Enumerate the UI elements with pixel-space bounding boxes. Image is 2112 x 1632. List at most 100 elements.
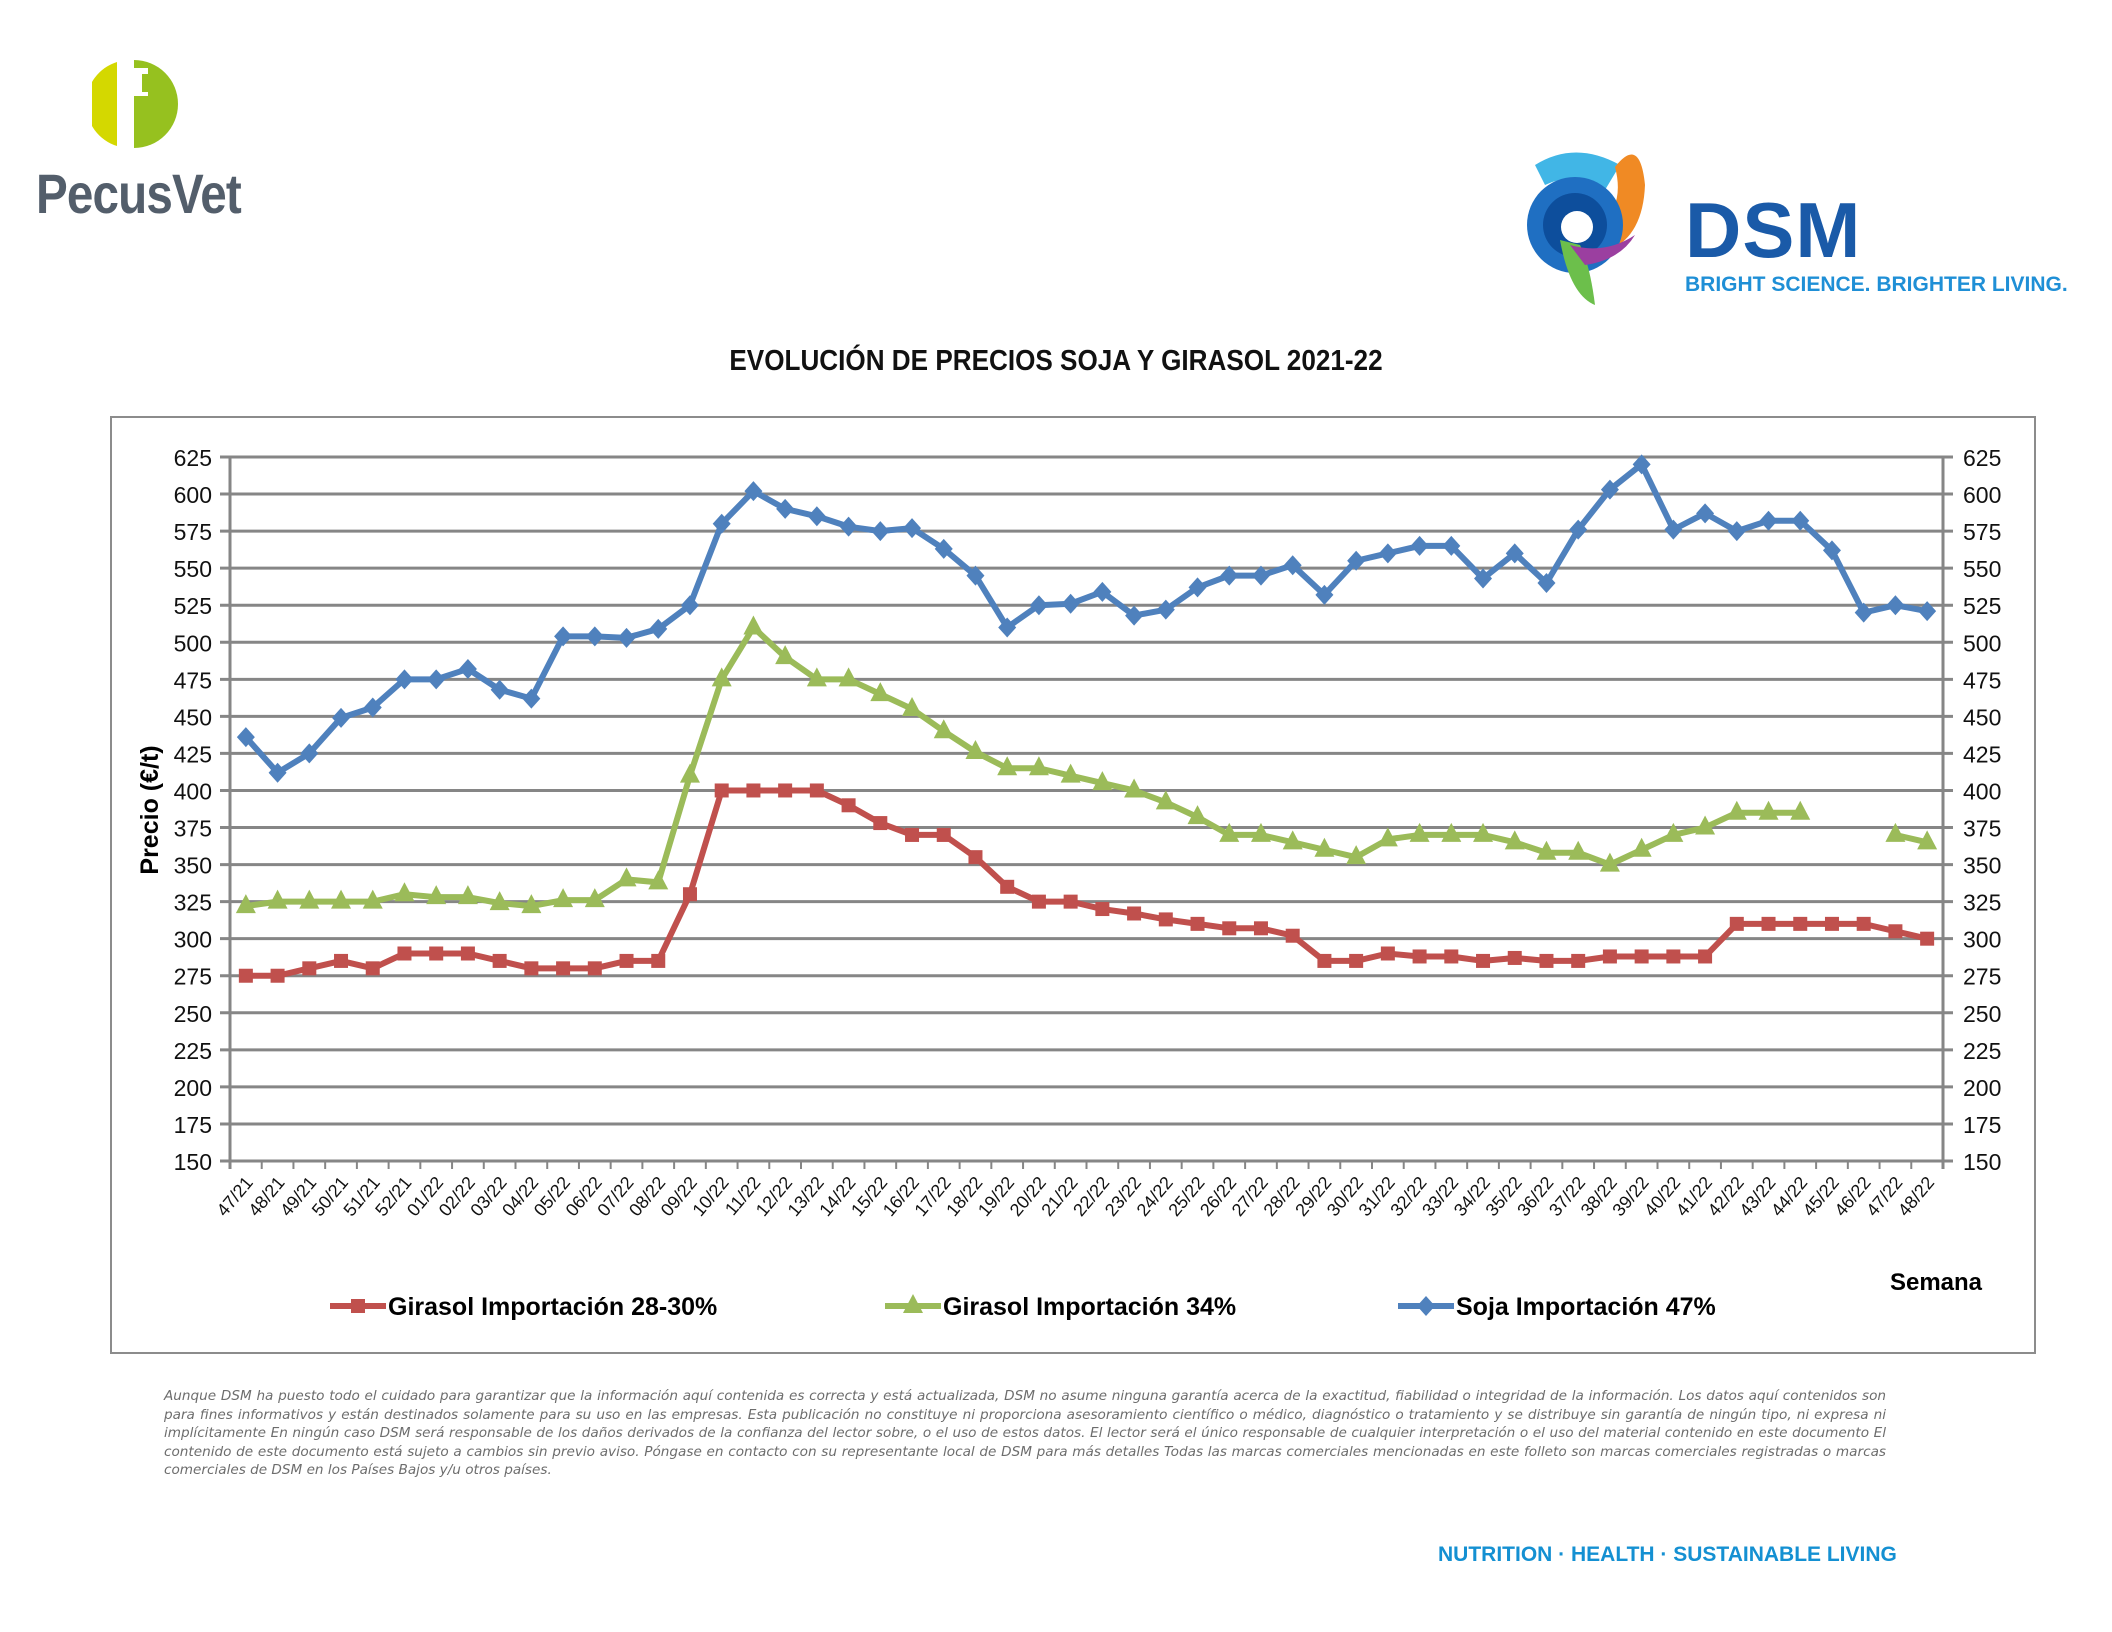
data-point: [1124, 778, 1145, 798]
data-point: [1187, 805, 1208, 825]
data-point: [743, 615, 764, 635]
y-axis-label: Precio (€/t): [136, 745, 164, 874]
data-point: [1380, 946, 1395, 961]
data-point: [427, 669, 446, 690]
data-point: [554, 626, 573, 647]
data-point: [997, 756, 1018, 776]
data-point: [1409, 822, 1430, 842]
y-tick-label-left: 300: [174, 927, 212, 953]
y-tick-label-right: 625: [1963, 445, 2001, 471]
data-point: [1188, 577, 1207, 598]
data-point: [1917, 830, 1938, 850]
data-point: [968, 850, 983, 865]
data-point: [1793, 916, 1808, 931]
y-tick-label-left: 600: [174, 482, 212, 508]
dsm-swirl-icon: [1527, 152, 1645, 305]
series-line: [243, 461, 1928, 776]
data-point: [1822, 540, 1841, 561]
y-tick-label-left: 350: [174, 853, 212, 879]
data-point: [334, 953, 349, 968]
data-point: [1663, 822, 1684, 842]
data-point: [1155, 790, 1176, 810]
chart-frame: [110, 416, 2036, 1354]
data-point: [680, 595, 699, 616]
data-point: [1631, 837, 1652, 857]
data-point: [1632, 454, 1651, 475]
y-tick-label-right: 425: [1963, 741, 2001, 767]
data-point: [395, 669, 414, 690]
data-point: [651, 953, 666, 968]
data-point: [235, 894, 256, 914]
data-point: [775, 645, 796, 665]
y-tick-label-right: 500: [1963, 630, 2001, 656]
x-tick-label: 10/22: [688, 1173, 732, 1220]
data-point: [585, 626, 604, 647]
y-tick-label-right: 525: [1963, 593, 2001, 619]
x-axis-label: Semana: [1890, 1269, 1983, 1296]
data-point: [457, 885, 478, 905]
data-point: [903, 518, 922, 539]
data-point: [300, 743, 319, 764]
data-point: [712, 513, 731, 534]
data-point: [1061, 593, 1080, 614]
legend-marker: [903, 1294, 923, 1313]
data-point: [1571, 953, 1586, 968]
data-point: [1569, 519, 1588, 540]
data-point: [1729, 916, 1744, 931]
data-point: [806, 667, 827, 687]
data-point: [1504, 830, 1525, 850]
data-point: [394, 882, 415, 902]
data-point: [1476, 953, 1491, 968]
data-point: [873, 816, 888, 831]
data-point: [331, 889, 352, 909]
y-tick-label-left: 250: [174, 1001, 212, 1027]
y-tick-label-right: 150: [1963, 1149, 2001, 1175]
data-point: [1377, 827, 1398, 847]
data-point: [1473, 822, 1494, 842]
y-tick-label-right: 400: [1963, 778, 2001, 804]
y-tick-label-left: 550: [174, 556, 212, 582]
legal-disclaimer: Aunque DSM ha puesto todo el cuidado par…: [164, 1388, 1886, 1479]
data-point: [365, 961, 380, 976]
data-point: [1092, 771, 1113, 791]
data-point: [1444, 949, 1459, 964]
data-point: [1127, 906, 1142, 921]
series-line: [245, 787, 1928, 979]
data-point: [998, 617, 1017, 638]
data-point: [714, 783, 729, 798]
data-point: [1698, 949, 1713, 964]
data-point: [1031, 894, 1046, 909]
data-point: [332, 707, 351, 728]
y-tick-label-left: 400: [174, 778, 212, 804]
data-point: [429, 946, 444, 961]
data-point: [362, 889, 383, 909]
data-point: [1060, 763, 1081, 783]
data-point: [1219, 822, 1240, 842]
data-point: [966, 565, 985, 586]
series: [235, 454, 1938, 983]
data-point: [839, 516, 858, 537]
x-tick-label: 48/22: [1894, 1173, 1938, 1220]
y-tick-label-right: 475: [1963, 667, 2001, 693]
y-tick-label-right: 600: [1963, 482, 2001, 508]
data-point: [1282, 830, 1303, 850]
data-point: [1856, 916, 1871, 931]
data-point: [965, 739, 986, 759]
data-point: [1317, 953, 1332, 968]
data-point: [1442, 535, 1461, 556]
data-point: [1314, 837, 1335, 857]
series-2: [236, 454, 1937, 783]
data-point: [744, 481, 763, 502]
data-point: [1283, 555, 1302, 576]
data-point: [1378, 543, 1397, 564]
data-point: [1156, 599, 1175, 620]
data-point: [268, 762, 287, 783]
legend-item: Girasol Importación 28-30%: [330, 1293, 717, 1321]
y-tick-label-right: 250: [1963, 1001, 2001, 1027]
data-point: [1347, 550, 1366, 571]
data-point: [1761, 916, 1776, 931]
data-point: [1029, 595, 1048, 616]
data-point: [1918, 601, 1937, 622]
data-point: [679, 763, 700, 783]
data-point: [1410, 535, 1429, 556]
